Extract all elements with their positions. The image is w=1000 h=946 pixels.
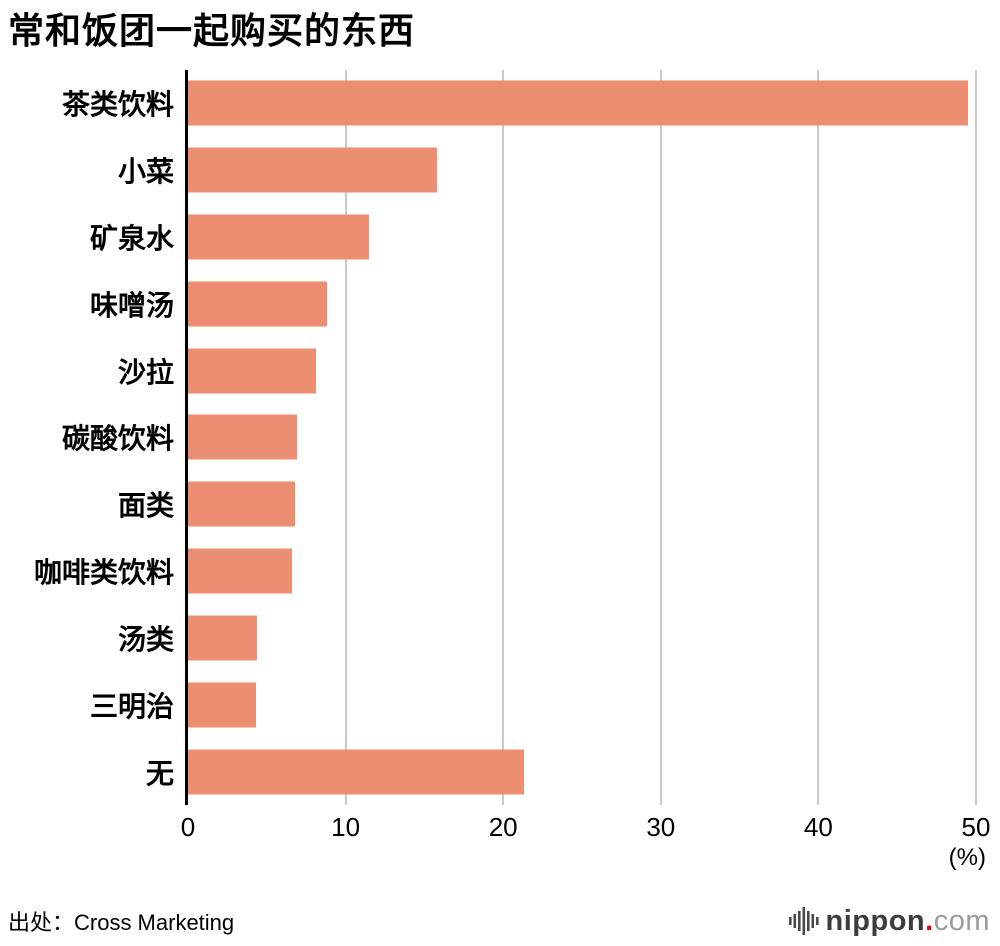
soundwave-bars-icon bbox=[788, 907, 819, 935]
category-label: 茶类饮料 bbox=[61, 89, 174, 121]
bar-row: 矿泉水 bbox=[90, 204, 976, 271]
gridline bbox=[975, 70, 977, 805]
category-label: 碳酸饮料 bbox=[61, 423, 174, 455]
bar-row: 面类 bbox=[118, 471, 976, 538]
gridline bbox=[502, 70, 505, 805]
bar-row: 小菜 bbox=[118, 137, 976, 204]
bar bbox=[188, 749, 524, 795]
category-label: 汤类 bbox=[117, 623, 174, 655]
bar-row: 咖啡类饮料 bbox=[34, 538, 976, 605]
bar bbox=[188, 80, 969, 126]
bar-row: 无 bbox=[146, 738, 976, 805]
bar bbox=[188, 682, 256, 728]
bar bbox=[188, 348, 316, 394]
bar bbox=[188, 214, 370, 260]
bar bbox=[188, 414, 297, 460]
x-tick-label: 40 bbox=[803, 812, 833, 842]
bar bbox=[188, 281, 327, 327]
x-tick-label: 50 bbox=[961, 812, 991, 842]
gridline bbox=[659, 70, 662, 805]
footer: 出处：Cross Marketing nippon.com bbox=[8, 900, 990, 942]
category-label: 矿泉水 bbox=[89, 223, 174, 255]
category-label: 味噌汤 bbox=[89, 289, 174, 321]
logo-name: nippon bbox=[825, 904, 926, 937]
nippon-logo: nippon.com bbox=[788, 905, 991, 938]
bar bbox=[188, 548, 293, 594]
category-label: 三明治 bbox=[89, 690, 174, 722]
bar-row: 茶类饮料 bbox=[62, 70, 976, 137]
bar-row: 沙拉 bbox=[118, 337, 976, 404]
x-tick-label: 10 bbox=[331, 812, 361, 842]
x-axis: 0 10 20 30 40 50 bbox=[181, 812, 991, 844]
source-text: 出处：Cross Marketing bbox=[8, 910, 235, 935]
logo-dot: . bbox=[925, 904, 934, 937]
bar bbox=[188, 147, 437, 193]
unit-label: (%) bbox=[948, 844, 986, 871]
logo-tld: com bbox=[933, 904, 990, 937]
category-label: 无 bbox=[145, 757, 174, 789]
chart-title: 常和饭团一起购买的东西 bbox=[8, 10, 416, 51]
bar-rows: 茶类饮料小菜矿泉水味噌汤沙拉碳酸饮料面类咖啡类饮料汤类三明治无 bbox=[34, 70, 976, 805]
bar-row: 碳酸饮料 bbox=[62, 404, 976, 471]
plot-area: 茶类饮料小菜矿泉水味噌汤沙拉碳酸饮料面类咖啡类饮料汤类三明治无 bbox=[34, 70, 977, 805]
gridline bbox=[344, 70, 347, 805]
nippon-logo-text: nippon.com bbox=[826, 905, 991, 938]
bar-row: 三明治 bbox=[90, 671, 976, 738]
category-label: 面类 bbox=[117, 490, 174, 522]
bar bbox=[188, 481, 296, 527]
category-label: 沙拉 bbox=[117, 356, 174, 388]
x-tick-label: 0 bbox=[180, 812, 196, 842]
bar-row: 汤类 bbox=[118, 605, 976, 672]
x-tick-label: 20 bbox=[488, 812, 518, 842]
gridline bbox=[817, 70, 820, 805]
bar bbox=[188, 615, 258, 661]
category-label: 咖啡类饮料 bbox=[33, 557, 174, 589]
bar-row: 味噌汤 bbox=[90, 270, 976, 337]
category-label: 小菜 bbox=[117, 156, 174, 188]
x-tick-label: 30 bbox=[646, 812, 676, 842]
